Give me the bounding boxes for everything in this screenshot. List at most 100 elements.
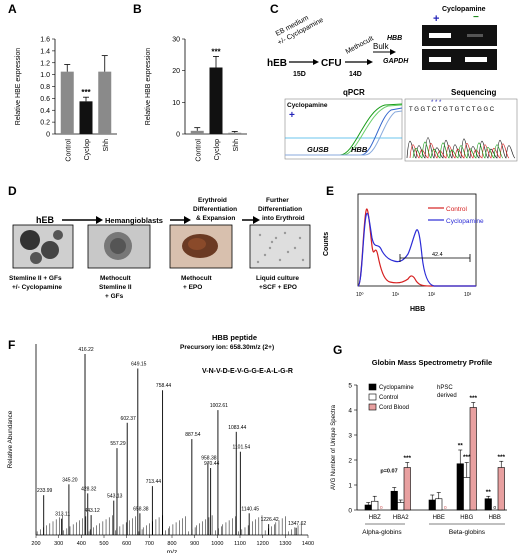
f-xtick-label: 400 (77, 541, 86, 547)
g-bar-hbz (364, 504, 372, 511)
g-bar-hbg (469, 407, 477, 511)
b-ytick-label: 30 (172, 37, 180, 44)
g-significance: *** (469, 395, 477, 402)
g-group-label-beta: Beta-globins (449, 529, 486, 536)
media-2a: Methocult (100, 275, 132, 282)
media-2c: + GFs (105, 293, 124, 300)
b-bar-cyclop (209, 67, 223, 134)
flow-arrowhead-1 (313, 59, 319, 65)
g-ytick-label: 1 (348, 483, 352, 490)
a-xtick-label: Control (65, 139, 72, 162)
a-ytick-label: 0 (46, 132, 50, 139)
panel-c-figure: EB medium +/- Cyclopamine hEB 15D CFU Me… (267, 6, 518, 162)
g-ytick-label: 3 (348, 433, 352, 440)
seq-stars: * * * (431, 100, 442, 106)
f-peak-label: 649.15 (131, 361, 147, 367)
f-xtick-label: 800 (167, 541, 176, 547)
f-xlabel: m/z (167, 549, 177, 553)
b-xtick-label: Control (195, 139, 202, 162)
f-peak-label: 1347.62 (288, 521, 306, 527)
f-peak-label: 970.44 (204, 461, 220, 467)
f-xtick-label: 1200 (257, 541, 269, 547)
g-significance: ** (458, 443, 464, 450)
g-ylabel: AVG Number of Unique Spectra (331, 404, 337, 490)
panel-label-c: C (270, 2, 279, 16)
peptide-title: HBB peptide (212, 333, 257, 342)
g-zero-marker: o (380, 505, 383, 511)
g-category-label: HBG (460, 515, 473, 521)
g-legend-swatch (368, 383, 377, 391)
g-title: Globin Mass Spectrometry Profile (372, 358, 492, 367)
flow-arrowhead-2 (367, 59, 373, 65)
f-xtick-label: 200 (31, 541, 40, 547)
f-xtick-label: 1100 (234, 541, 246, 547)
f-peak-label: 557.29 (110, 441, 126, 447)
a-ytick-label: 0.4 (40, 108, 50, 115)
e-xtick-2: 10² (428, 292, 436, 298)
a-ytick-label: 0.2 (40, 120, 50, 127)
f-ylabel: Relative Abundance (7, 410, 14, 468)
qpcr-title: qPCR (343, 88, 365, 97)
panel-label-g: G (333, 343, 343, 357)
b-ylabel: Relative HBB expression (145, 48, 152, 126)
f-peak-label: 602.37 (121, 416, 137, 422)
b-bar-control (190, 130, 204, 134)
g-bar-hba2 (403, 467, 411, 511)
f-peak-label: 345.20 (62, 477, 78, 483)
g-significance: ** (486, 489, 492, 496)
flow-mid: CFU (321, 58, 342, 69)
chart-a: 0 0.2 0.4 0.6 0.8 1.0 1.2 1.4 1.6 Control Cyclop **… (15, 37, 117, 162)
media-1b: +/- Cyclopamine (12, 284, 62, 291)
panel-label-b: B (133, 2, 142, 16)
chart-e: 42.4 Control Cyclopamine Counts HBB 10⁰ … (323, 193, 484, 313)
g-note: hPSC (437, 385, 453, 391)
e-xticks: 10⁰ 10¹ 10² 10³ (356, 292, 472, 298)
e-xlabel: HBB (410, 306, 425, 313)
g-category-label: HBZ (369, 515, 381, 521)
f-peak-label: 758.44 (156, 383, 172, 389)
a-ytick-label: 1.6 (40, 37, 50, 44)
gel-band-gapdh-minus (465, 57, 487, 62)
b-ytick-label: 0 (176, 132, 180, 139)
f-peak-label: 416.22 (78, 347, 94, 353)
d-arrowhead-2 (184, 216, 191, 224)
seq-trace-black (406, 137, 516, 159)
cell-dots-4 (256, 231, 305, 264)
g-bar-hbg (463, 477, 471, 511)
a-ylabel: Relative HBE expression (15, 48, 22, 126)
qpcr-gusb-label: GUSB (307, 145, 329, 154)
gel-row-hbb: HBB (387, 35, 402, 42)
g-legend-label: Cyclopamine (379, 385, 414, 391)
gel-lane-gapdh (422, 49, 497, 70)
media-3b: + EPO (183, 284, 202, 291)
a-ytick-label: 0.6 (40, 96, 50, 103)
a-xtick-label: Cyclop (84, 139, 91, 161)
qpcr-plus: + (289, 110, 295, 121)
g-zero-marker: o (493, 505, 496, 511)
seq-trace-green (412, 141, 504, 159)
seq-title: Sequencing (451, 88, 496, 97)
gel-band-hbb-minus (467, 34, 483, 37)
a-ytick-label: 1.2 (40, 60, 50, 67)
g-bar-hba2 (390, 490, 398, 511)
f-peak-label: 1101.54 (232, 445, 250, 451)
g-bar-hba2 (397, 502, 405, 511)
g-legend-label: Cord Blood (379, 405, 409, 411)
f-xtick-label: 600 (122, 541, 131, 547)
panel-label-a: A (8, 2, 17, 16)
g-ytick-label: 0 (348, 508, 352, 515)
f-xtick-label: 1400 (302, 541, 314, 547)
panel-label-e: E (326, 184, 335, 198)
flow-d1: 15D (293, 71, 306, 78)
e-xtick-3: 10³ (464, 292, 472, 298)
flow-end: Bulk (373, 42, 390, 51)
a-xtick-label: Shh (103, 139, 110, 152)
a-ytick-label: 1.0 (40, 72, 50, 79)
f-peak-label: 658.38 (133, 506, 149, 512)
qpcr-hbb-label: HBB (351, 145, 368, 154)
media-2b: Stemline II (99, 284, 132, 291)
g-significance: p=0.07 (380, 469, 397, 475)
f-xtick-label: 700 (145, 541, 154, 547)
g-category-label: HBB (489, 515, 501, 521)
g-bar-hbb (497, 467, 505, 511)
